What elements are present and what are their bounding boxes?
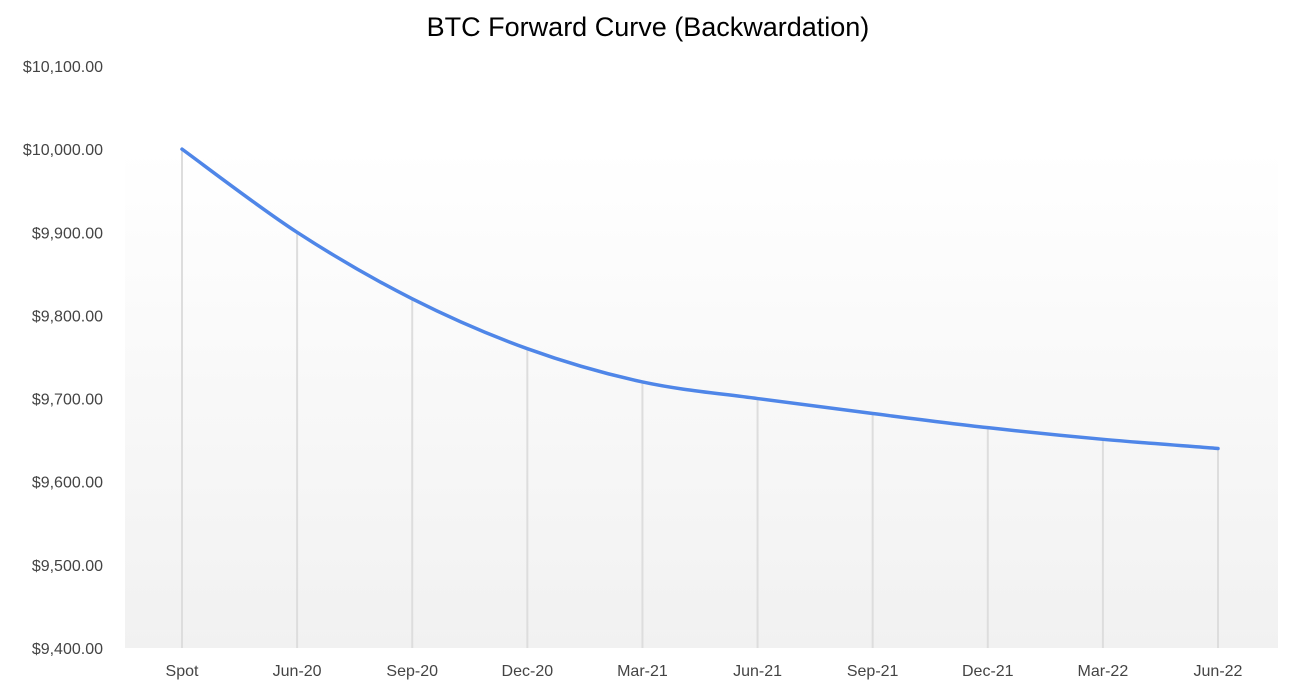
plot-area	[125, 149, 1278, 648]
x-tick-label: Dec-21	[962, 663, 1014, 680]
x-tick-label: Mar-22	[1078, 663, 1129, 680]
x-tick-label: Sep-20	[386, 663, 438, 680]
y-tick-label: $9,600.00	[32, 475, 103, 492]
drop-lines	[181, 149, 1219, 648]
x-tick-label: Jun-20	[273, 663, 322, 680]
series-layer	[180, 147, 1220, 451]
y-tick-label: $9,800.00	[32, 308, 103, 325]
y-axis-tick-labels: $9,400.00 $9,500.00 $9,600.00 $9,700.00 $9,8…	[23, 59, 103, 658]
x-tick-label: Mar-21	[617, 663, 668, 680]
x-tick-label: Dec-20	[502, 663, 554, 680]
x-tick-label: Jun-22	[1194, 663, 1243, 680]
series-line	[180, 147, 1220, 451]
x-tick-label: Spot	[166, 663, 199, 680]
y-tick-label: $9,700.00	[32, 392, 103, 409]
y-tick-label: $10,000.00	[23, 142, 103, 159]
x-tick-label: Jun-21	[733, 663, 782, 680]
y-tick-label: $9,500.00	[32, 558, 103, 575]
y-tick-label: $9,400.00	[32, 641, 103, 658]
x-tick-label: Sep-21	[847, 663, 899, 680]
y-tick-label: $10,100.00	[23, 59, 103, 76]
y-tick-label: $9,900.00	[32, 225, 103, 242]
x-axis-tick-labels: Spot Jun-20 Sep-20 Dec-20 Mar-21 Jun-21 Sep-21…	[166, 663, 1243, 680]
chart-title: BTC Forward Curve (Backwardation)	[426, 12, 870, 42]
